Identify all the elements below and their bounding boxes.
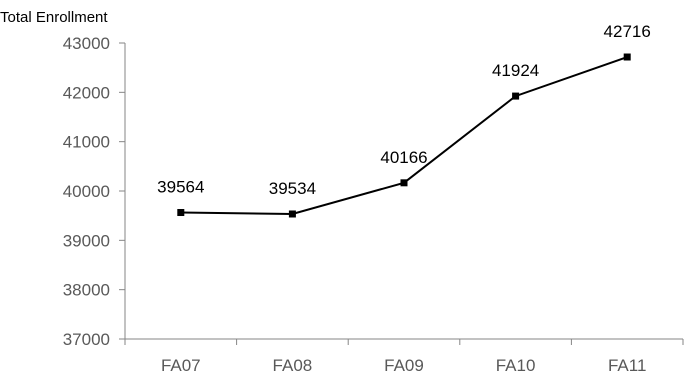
- data-label: 40166: [380, 148, 427, 167]
- x-axis-ticks: FA07 FA08 FA09 FA10 FA11: [124, 339, 684, 375]
- y-tick-label: 39000: [63, 231, 110, 250]
- data-point-marker: [623, 53, 631, 61]
- x-tick-label: FA08: [273, 356, 313, 375]
- y-tick-label: 38000: [63, 281, 110, 300]
- data-point-marker: [288, 210, 296, 218]
- chart-axes: [124, 43, 683, 340]
- data-point-marker: [177, 209, 185, 217]
- series-line: [180, 56, 628, 215]
- y-axis-title: Total Enrollment: [0, 9, 108, 26]
- data-label: 42716: [604, 22, 651, 41]
- x-tick-label: FA09: [384, 356, 424, 375]
- y-tick-label: 37000: [63, 330, 110, 349]
- x-tick-label: FA11: [608, 356, 646, 375]
- data-label: 39534: [269, 179, 316, 198]
- x-tick-label: FA07: [161, 356, 201, 375]
- data-label: 39564: [157, 178, 204, 197]
- y-tick-label: 40000: [63, 182, 110, 201]
- data-labels: 39564 39534 40166 41924 42716: [157, 22, 651, 198]
- series-markers: [177, 53, 631, 218]
- y-axis-ticks: 43000 42000 41000 40000 39000 38000 37000: [63, 34, 125, 349]
- y-tick-label: 43000: [63, 34, 110, 53]
- x-tick-label: FA10: [496, 356, 536, 375]
- data-point-marker: [400, 179, 408, 187]
- y-tick-label: 42000: [63, 83, 110, 102]
- data-point-marker: [512, 92, 520, 100]
- data-label: 41924: [492, 61, 539, 80]
- y-tick-label: 41000: [63, 133, 110, 152]
- series-line-path: [180, 56, 628, 215]
